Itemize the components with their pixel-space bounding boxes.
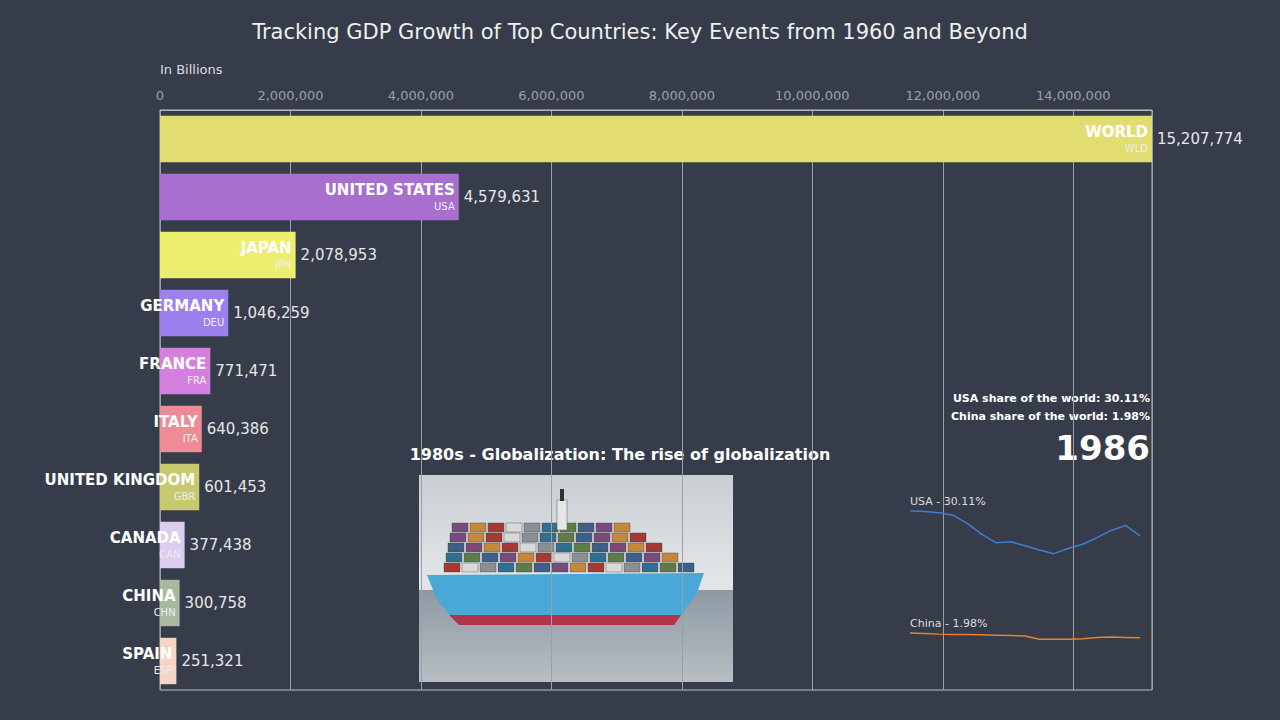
svg-text:USA - 30.11%: USA - 30.11% — [910, 495, 986, 508]
svg-text:8,000,000: 8,000,000 — [649, 88, 715, 103]
svg-text:300,758: 300,758 — [185, 594, 247, 612]
svg-text:USA: USA — [434, 201, 455, 212]
svg-text:DEU: DEU — [203, 317, 224, 328]
svg-text:15,207,774: 15,207,774 — [1157, 130, 1243, 148]
svg-text:ITALY: ITALY — [153, 413, 198, 431]
svg-text:JPN: JPN — [274, 259, 291, 270]
svg-text:FRANCE: FRANCE — [139, 355, 206, 373]
svg-text:WORLD: WORLD — [1085, 123, 1148, 141]
svg-text:2,000,000: 2,000,000 — [257, 88, 323, 103]
svg-text:China share of the world: 1.98: China share of the world: 1.98% — [951, 410, 1150, 423]
svg-text:JAPAN: JAPAN — [240, 239, 292, 257]
svg-text:UNITED STATES: UNITED STATES — [325, 181, 455, 199]
svg-text:GERMANY: GERMANY — [140, 297, 225, 315]
svg-text:4,579,631: 4,579,631 — [464, 188, 540, 206]
svg-text:USA share of the world: 30.11%: USA share of the world: 30.11% — [953, 392, 1150, 405]
svg-text:CANADA: CANADA — [110, 529, 181, 547]
svg-text:2,078,953: 2,078,953 — [301, 246, 377, 264]
svg-text:1986: 1986 — [1055, 428, 1150, 468]
svg-text:CAN: CAN — [159, 549, 180, 560]
svg-text:771,471: 771,471 — [215, 362, 277, 380]
svg-text:14,000,000: 14,000,000 — [1036, 88, 1110, 103]
svg-text:251,321: 251,321 — [181, 652, 243, 670]
svg-text:In Billions: In Billions — [160, 62, 223, 77]
svg-text:377,438: 377,438 — [190, 536, 252, 554]
svg-text:ESP: ESP — [154, 665, 173, 676]
svg-text:UNITED KINGDOM: UNITED KINGDOM — [45, 471, 196, 489]
svg-text:12,000,000: 12,000,000 — [906, 88, 980, 103]
svg-text:FRA: FRA — [187, 375, 206, 386]
svg-text:0: 0 — [156, 88, 164, 103]
svg-text:CHN: CHN — [154, 607, 176, 618]
svg-text:CHINA: CHINA — [122, 587, 176, 605]
svg-text:ITA: ITA — [183, 433, 198, 444]
svg-text:GBR: GBR — [174, 491, 196, 502]
svg-text:1980s - Globalization: The ris: 1980s - Globalization: The rise of globa… — [410, 445, 831, 464]
svg-text:SPAIN: SPAIN — [122, 645, 172, 663]
svg-text:6,000,000: 6,000,000 — [518, 88, 584, 103]
svg-text:601,453: 601,453 — [204, 478, 266, 496]
svg-text:640,386: 640,386 — [207, 420, 269, 438]
svg-text:Tracking GDP Growth of Top Cou: Tracking GDP Growth of Top Countries: Ke… — [251, 20, 1028, 44]
svg-text:WLD: WLD — [1125, 143, 1148, 154]
svg-text:China - 1.98%: China - 1.98% — [910, 617, 987, 630]
svg-text:4,000,000: 4,000,000 — [388, 88, 454, 103]
svg-text:1,046,259: 1,046,259 — [233, 304, 309, 322]
svg-text:10,000,000: 10,000,000 — [775, 88, 849, 103]
